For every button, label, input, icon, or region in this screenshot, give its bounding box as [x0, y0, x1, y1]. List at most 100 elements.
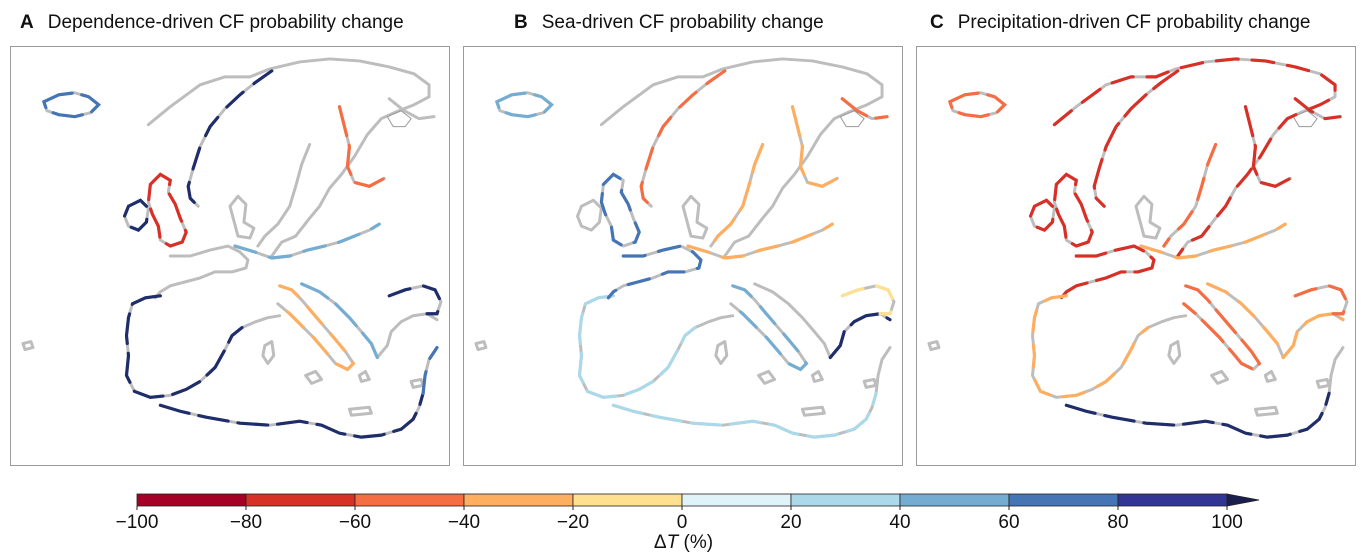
coast-segment-norway_west — [639, 69, 727, 208]
no-data-outline — [386, 110, 412, 128]
coast-segment-turkey — [1293, 284, 1349, 316]
coastline-denmark — [1134, 194, 1162, 240]
coastline-cyprus — [862, 377, 878, 389]
coast-segment-norway_west — [1092, 69, 1180, 208]
colorbar-tick-label: −100 — [116, 512, 159, 533]
coast-segment-sweden_east — [1162, 142, 1218, 248]
colorbar-segment — [1117, 493, 1228, 507]
coastline-crete — [800, 405, 826, 417]
coast-segment-finland — [790, 105, 839, 189]
coastline-greek_islands — [1263, 369, 1277, 383]
coastline-map — [21, 57, 443, 439]
coastline-denmark — [228, 194, 256, 240]
coast-segment-westeurope — [606, 244, 703, 300]
coastline-canary — [927, 340, 941, 352]
coast-segment-italy — [1182, 284, 1262, 372]
coastline-sardinia — [714, 340, 729, 365]
colorbar-tick-label: −20 — [557, 512, 589, 533]
coastline-map — [927, 57, 1349, 439]
coastline-sardinia — [1167, 340, 1182, 365]
coastline-scandinavia — [146, 57, 431, 258]
coast-segment-finland — [1243, 105, 1292, 189]
coast-segment-balkans — [1281, 312, 1345, 360]
colorbar-tick-label: −40 — [448, 512, 480, 533]
map-panel-b — [463, 46, 903, 466]
coast-segment-kola — [1293, 97, 1342, 121]
colorbar-segment — [463, 493, 574, 507]
coastline-sicily — [757, 369, 777, 385]
panel-c-title: C Precipitation-driven CF probability cha… — [930, 12, 1310, 34]
coast-segment-levant — [421, 345, 439, 395]
colorbar-segment — [790, 493, 901, 507]
coastline-sardinia — [261, 340, 276, 365]
coast-segment-baltic_south — [233, 222, 381, 260]
coast-segment-ireland — [1028, 198, 1057, 232]
colorbar-tick-label: −80 — [230, 512, 262, 533]
colorbar-axis-label: ΔT (%) — [0, 532, 1367, 554]
coast-segment-italy — [276, 284, 356, 372]
coast-segment-finland — [337, 105, 386, 189]
panel-b-title: B Sea-driven CF probability change — [514, 12, 824, 34]
coastline-adriatic — [753, 282, 832, 360]
coastline-france_south — [693, 314, 735, 330]
percent-unit: (%) — [678, 532, 714, 553]
coastline-greek_islands — [357, 369, 371, 383]
colorbar-segment — [245, 493, 356, 507]
colorbar-segment — [572, 493, 683, 507]
colorbar-segment — [681, 493, 792, 507]
colorbar-segment — [354, 493, 465, 507]
coastline-map — [474, 57, 896, 439]
coast-segment-iberia — [124, 294, 244, 399]
coast-segment-adriatic — [300, 282, 379, 360]
coast-segment-africa — [611, 391, 878, 439]
map-panel-a — [10, 46, 450, 466]
panel-c-letter: C — [930, 12, 944, 33]
colorbar-segment — [899, 493, 1010, 507]
coast-segment-kola — [840, 97, 889, 121]
coast-segment-sweden_east — [709, 142, 765, 248]
coast-segment-iceland — [947, 91, 1008, 119]
coastline-cyprus — [1315, 377, 1331, 389]
colorbar-extend-arrow — [1226, 493, 1260, 507]
coast-segment-baltic_south — [686, 222, 834, 260]
coast-segment-britain — [599, 172, 641, 248]
panel-c-title-text: Precipitation-driven CF probability chan… — [957, 12, 1311, 33]
coastline-sicily — [1210, 369, 1230, 385]
coastline-france_south — [240, 314, 282, 330]
panel-a-title-text: Dependence-driven CF probability change — [47, 12, 404, 33]
colorbar-segment — [136, 493, 247, 507]
coastline-france_south — [1146, 314, 1188, 330]
colorbar-tick-label: 60 — [998, 512, 1019, 533]
coast-segment-africa — [158, 391, 425, 439]
coastline-kola — [387, 97, 436, 121]
coast-segment-iberia — [577, 294, 697, 399]
coast-segment-italy — [729, 284, 809, 372]
coastline-canary — [474, 340, 488, 352]
coastline-denmark — [681, 194, 709, 240]
coastline-ireland — [576, 198, 603, 232]
coast-segment-britain — [1052, 172, 1094, 248]
coast-segment-britain — [146, 172, 188, 248]
coast-segment-iceland — [41, 91, 102, 119]
coastline-crete — [1253, 405, 1279, 417]
colorbar-tick-label: 0 — [677, 512, 688, 533]
map-panel-c — [916, 46, 1356, 466]
coastline-greek_islands — [810, 369, 824, 383]
panel-a-letter: A — [20, 12, 34, 33]
coast-segment-baltic_south — [1139, 222, 1287, 260]
colorbar-segment — [1008, 493, 1119, 507]
colorbar-tick-label: 100 — [1211, 512, 1243, 533]
coastline-scandinavia — [599, 57, 884, 258]
coast-segment-iberia — [1030, 294, 1150, 399]
coastline-crete — [347, 405, 373, 417]
coastline-westeurope — [153, 244, 250, 300]
delta-symbol: Δ — [653, 532, 667, 553]
t-variable: T — [666, 532, 679, 553]
coastline-sweden_east — [256, 143, 312, 248]
no-data-outline — [839, 110, 865, 128]
no-data-outline — [1292, 110, 1318, 128]
coast-segment-balkans — [828, 312, 892, 360]
coastline-canary — [21, 340, 35, 352]
coast-segment-norway_west — [186, 69, 274, 208]
